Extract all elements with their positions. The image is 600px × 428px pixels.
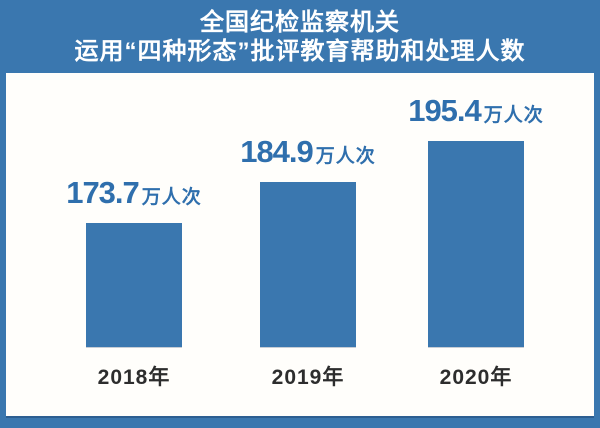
axis-label-2020: 2020年 (439, 366, 513, 389)
bar-unit-2020: 万人次 (483, 105, 544, 126)
bar-value-2020: 195.4 (408, 93, 482, 128)
bar-unit-2019: 万人次 (315, 146, 376, 167)
bar-2018 (86, 223, 182, 347)
bar-group-2020: 195.4 万人次 2020年 (408, 93, 543, 389)
chart-title-line-1: 全国纪检监察机关 (200, 9, 400, 36)
bar-group-2019: 184.9 万人次 2019年 (240, 134, 375, 389)
bar-value-2019: 184.9 (240, 134, 314, 169)
axis-label-2018: 2018年 (97, 366, 171, 389)
axis-label-2019: 2019年 (271, 366, 345, 389)
bar-value-2018: 173.7 (66, 175, 140, 210)
chart-title-banner: 全国纪检监察机关 运用“四种形态”批评教育帮助和处理人数 (0, 0, 600, 73)
bar-value-label-2019: 184.9 万人次 (240, 134, 376, 170)
bar-group-2018: 173.7 万人次 2018年 (66, 175, 201, 389)
bar-value-label-2018: 173.7 万人次 (66, 175, 202, 211)
bar-value-label-2020: 195.4 万人次 (408, 93, 544, 129)
chart-title-line-2: 运用“四种形态”批评教育帮助和处理人数 (74, 38, 526, 65)
bar-unit-2018: 万人次 (141, 187, 202, 208)
chart-panel: 173.7 万人次 2018年 184.9 万人次 2019年 195.4 万人次 2… (6, 73, 594, 416)
bar-2019 (260, 182, 356, 347)
bar-2020 (428, 141, 524, 347)
